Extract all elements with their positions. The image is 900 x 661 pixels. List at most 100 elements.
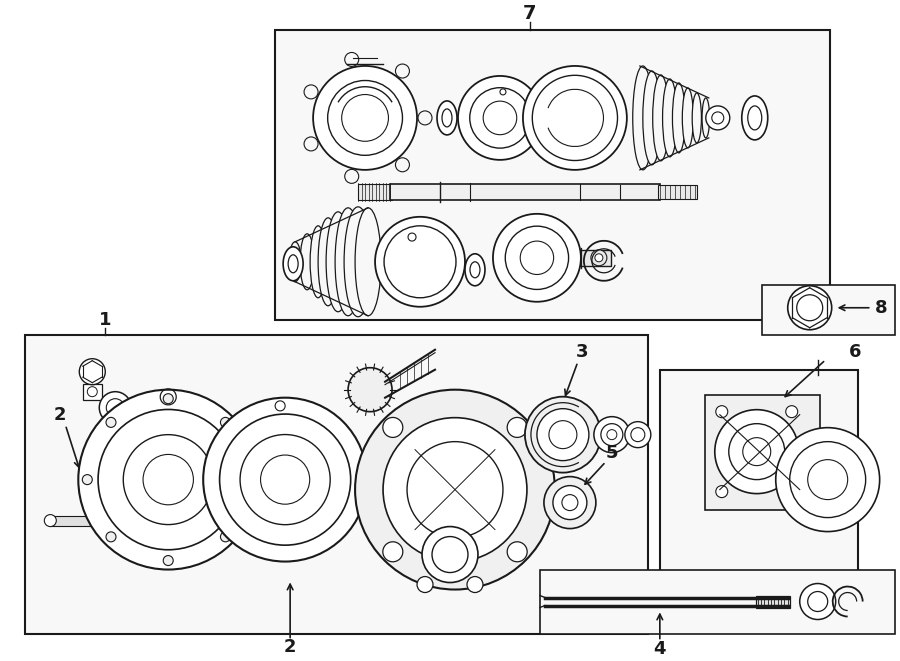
Circle shape (788, 286, 832, 330)
Circle shape (98, 409, 239, 550)
Circle shape (203, 398, 367, 562)
Ellipse shape (326, 212, 350, 312)
Text: 4: 4 (653, 641, 666, 658)
Ellipse shape (318, 218, 338, 306)
Circle shape (807, 592, 828, 611)
Circle shape (483, 101, 517, 135)
Circle shape (44, 514, 57, 527)
Circle shape (342, 95, 389, 141)
Circle shape (220, 417, 230, 428)
Circle shape (79, 359, 105, 385)
Ellipse shape (465, 254, 485, 286)
Ellipse shape (437, 101, 457, 135)
Circle shape (715, 410, 798, 494)
Ellipse shape (662, 79, 677, 157)
Circle shape (800, 584, 836, 619)
Circle shape (417, 576, 433, 592)
Circle shape (525, 397, 601, 473)
Circle shape (345, 169, 359, 183)
Text: 6: 6 (849, 342, 861, 361)
Circle shape (553, 486, 587, 520)
Ellipse shape (470, 262, 480, 278)
Circle shape (786, 406, 797, 418)
Circle shape (99, 392, 131, 424)
Circle shape (261, 455, 310, 504)
Circle shape (163, 555, 173, 566)
Circle shape (87, 387, 97, 397)
Circle shape (143, 454, 194, 505)
Ellipse shape (284, 247, 303, 281)
Ellipse shape (310, 226, 326, 297)
Text: 7: 7 (523, 5, 536, 24)
Circle shape (595, 254, 603, 262)
Circle shape (591, 250, 607, 266)
Circle shape (82, 475, 93, 485)
Bar (358, 184, 392, 200)
Circle shape (418, 111, 432, 125)
Circle shape (96, 516, 104, 524)
Circle shape (313, 66, 417, 170)
Bar (275, 30, 830, 320)
Bar (658, 185, 697, 199)
Circle shape (220, 532, 230, 542)
Circle shape (594, 416, 630, 453)
Circle shape (706, 106, 730, 130)
Circle shape (382, 418, 403, 438)
Circle shape (422, 527, 478, 582)
Circle shape (729, 424, 785, 480)
Circle shape (106, 417, 116, 428)
Ellipse shape (692, 93, 701, 143)
Bar (50, 516, 90, 525)
Circle shape (520, 241, 554, 274)
Bar (540, 570, 895, 635)
Circle shape (523, 66, 627, 170)
Circle shape (631, 428, 644, 442)
Circle shape (742, 438, 770, 465)
Circle shape (395, 64, 410, 78)
Circle shape (786, 486, 797, 498)
Ellipse shape (344, 207, 372, 317)
Circle shape (549, 420, 577, 449)
Ellipse shape (288, 254, 298, 273)
Ellipse shape (652, 75, 669, 161)
Ellipse shape (748, 106, 761, 130)
Circle shape (95, 494, 105, 504)
Circle shape (240, 434, 330, 525)
Circle shape (458, 76, 542, 160)
Bar (756, 596, 789, 607)
Circle shape (244, 475, 254, 485)
Circle shape (163, 394, 173, 404)
Bar (390, 184, 660, 200)
Ellipse shape (702, 98, 709, 138)
Circle shape (467, 576, 483, 592)
Text: 2: 2 (54, 406, 67, 424)
Circle shape (607, 430, 616, 440)
Bar (660, 369, 858, 590)
Ellipse shape (300, 234, 314, 290)
Circle shape (776, 428, 879, 531)
Text: 5: 5 (606, 444, 618, 461)
Circle shape (796, 295, 823, 321)
Circle shape (106, 532, 116, 542)
Circle shape (348, 368, 392, 412)
Text: 1: 1 (99, 311, 112, 329)
Circle shape (395, 158, 410, 172)
Circle shape (304, 137, 318, 151)
Circle shape (384, 226, 456, 297)
Circle shape (78, 390, 258, 570)
Circle shape (356, 390, 555, 590)
Ellipse shape (335, 208, 361, 316)
Ellipse shape (682, 88, 693, 148)
Circle shape (90, 490, 111, 510)
Ellipse shape (356, 208, 381, 316)
Circle shape (220, 414, 351, 545)
Circle shape (123, 435, 213, 525)
Bar (84, 383, 103, 400)
Ellipse shape (672, 83, 685, 153)
Circle shape (544, 477, 596, 529)
Circle shape (470, 88, 530, 148)
Circle shape (789, 442, 866, 518)
Circle shape (508, 418, 527, 438)
Circle shape (493, 214, 580, 302)
Circle shape (716, 406, 728, 418)
